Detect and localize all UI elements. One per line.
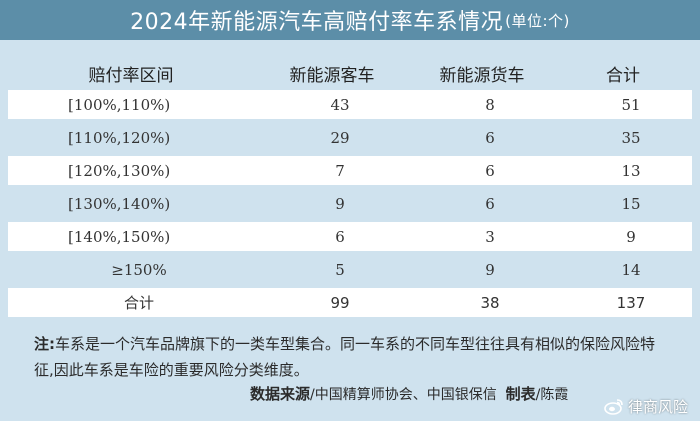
cell-range: ≥150% — [111, 260, 167, 279]
table-note: 注:车系是一个汽车品牌旗下的一类车型集合。同一车系的不同车型往往具有相似的保险风… — [34, 331, 674, 383]
title-unit: (单位:个) — [505, 11, 570, 30]
cell-range: [140%,150%) — [68, 227, 171, 246]
table-row: [120%,130%) 7 6 13 — [8, 156, 692, 185]
cell-range: [110%,120%) — [68, 128, 171, 147]
cell-total: 51 — [621, 95, 641, 114]
cell-passenger: 6 — [335, 227, 345, 246]
cell-total: 13 — [621, 161, 641, 180]
weibo-icon — [604, 399, 623, 415]
header-range: 赔付率区间 — [88, 65, 174, 86]
note-label: 注: — [34, 335, 55, 353]
cell-passenger: 5 — [335, 260, 345, 279]
table-title: 2024年新能源汽车高赔付率车系情况 (单位:个) — [0, 0, 700, 40]
header-truck: 新能源货车 — [439, 65, 525, 86]
cell-passenger: 43 — [330, 95, 350, 114]
table-total-row: 合计 99 38 137 — [8, 288, 692, 317]
cell-total: 14 — [621, 260, 641, 279]
cell-truck: 8 — [485, 95, 495, 114]
cell-passenger: 7 — [335, 161, 345, 180]
cell-truck: 6 — [485, 161, 495, 180]
cell-total: 9 — [626, 227, 636, 246]
cell-passenger: 29 — [330, 128, 350, 147]
watermark-text: 律商风险 — [627, 398, 688, 416]
cell-passenger: 9 — [335, 194, 345, 213]
header-total: 合计 — [606, 65, 640, 86]
source-value: /中国精算师协会、中国银保信 — [310, 387, 497, 403]
title-main: 2024年新能源汽车高赔付率车系情况 — [130, 10, 504, 35]
cell-range: [130%,140%) — [68, 194, 171, 213]
cell-truck: 3 — [485, 227, 495, 246]
maker-label: 制表 — [505, 385, 536, 403]
cell-total: 35 — [621, 128, 641, 147]
cell-passenger: 99 — [330, 293, 350, 312]
table-row: [110%,120%) 29 6 35 — [8, 123, 692, 152]
cell-range: 合计 — [123, 294, 154, 312]
source-line: 数据来源/中国精算师协会、中国银保信 制表/陈霞 — [250, 383, 690, 404]
cell-total: 15 — [621, 194, 641, 213]
cell-truck: 6 — [485, 194, 495, 213]
table-row: [100%,110%) 43 8 51 — [8, 90, 692, 119]
watermark: 律商风险 — [604, 396, 688, 417]
maker-value: /陈霞 — [535, 387, 569, 403]
table-row: ≥150% 5 9 14 — [8, 255, 692, 284]
cell-truck: 6 — [485, 128, 495, 147]
table-row: [140%,150%) 6 3 9 — [8, 222, 692, 251]
cell-truck: 9 — [485, 260, 495, 279]
note-text: 车系是一个汽车品牌旗下的一类车型集合。同一车系的不同车型往往具有相似的保险风险特… — [34, 335, 656, 379]
cell-truck: 38 — [480, 293, 500, 312]
table-row: [130%,140%) 9 6 15 — [8, 189, 692, 218]
header-passenger: 新能源客车 — [289, 65, 375, 86]
cell-range: [120%,130%) — [68, 161, 171, 180]
cell-range: [100%,110%) — [68, 95, 171, 114]
table-header: 赔付率区间 新能源客车 新能源货车 合计 — [0, 58, 700, 88]
source-label: 数据来源 — [250, 385, 311, 403]
cell-total: 137 — [616, 293, 646, 312]
table-panel: 赔付率区间 新能源客车 新能源货车 合计 [100%,110%) 43 8 51… — [0, 40, 700, 421]
